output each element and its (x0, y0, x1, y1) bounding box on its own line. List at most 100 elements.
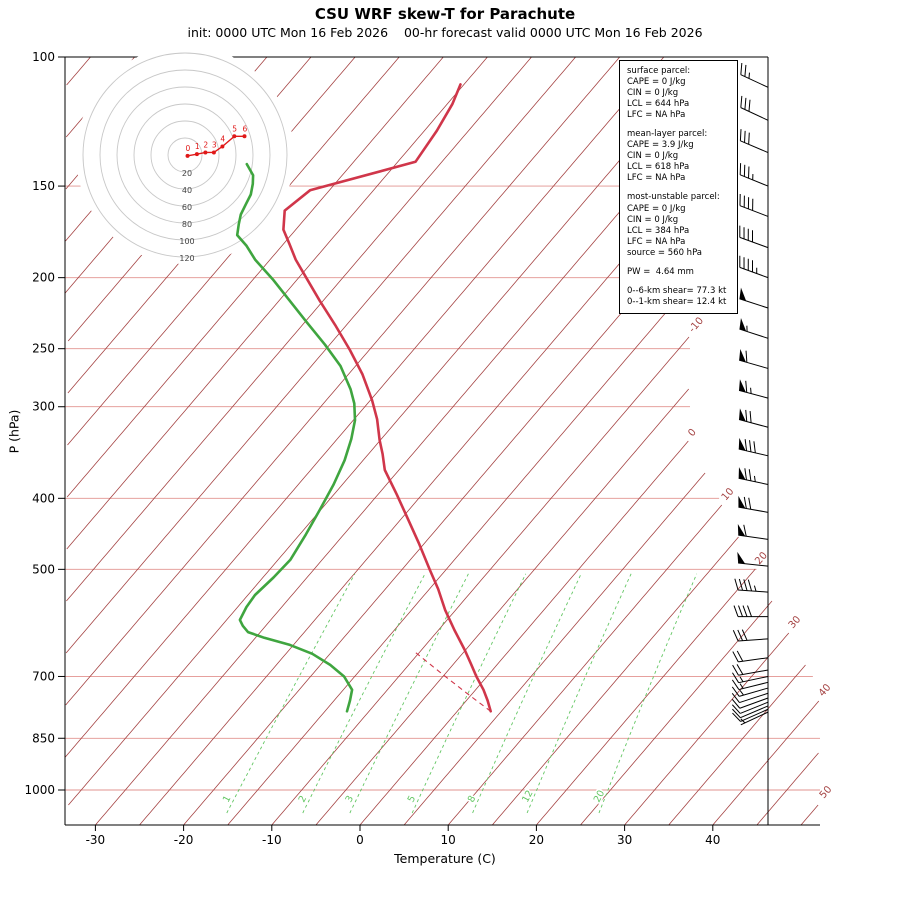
hodograph-point (232, 134, 237, 139)
hodograph-km-label: 3 (212, 140, 217, 149)
wind-barb-full (738, 578, 744, 591)
hodograph-ring-label: 60 (182, 203, 192, 212)
wind-barb (732, 672, 769, 684)
isotherm-line (756, 752, 819, 826)
pressure-tick-label: 850 (32, 731, 55, 745)
wind-barb-staff (739, 205, 769, 217)
wind-barb-full (737, 629, 744, 641)
isotherm-label: 30 (787, 614, 804, 631)
isotherm-line (183, 232, 691, 826)
wind-barb-full (731, 704, 741, 714)
isotherm-line (271, 336, 690, 826)
temperature-tick-label: 20 (529, 833, 544, 847)
wind-barb-staff (739, 236, 769, 249)
mixing-ratio-line (526, 573, 632, 814)
wind-barb-full (736, 664, 744, 675)
wind-barb-staff (738, 506, 769, 513)
wind-barb-half (739, 676, 744, 683)
wind-barb-half (740, 718, 746, 724)
wind-barb-staff (740, 74, 769, 88)
wind-barb-pennant (738, 437, 746, 451)
isotherm-line (624, 632, 790, 826)
isotherm-line (491, 536, 739, 826)
wind-barb (731, 692, 769, 704)
wind-barb-full (732, 712, 741, 722)
wind-barb-full (736, 650, 744, 662)
wind-barb (739, 349, 769, 369)
wind-barb-staff (738, 638, 769, 642)
wind-barb (734, 578, 769, 593)
wind-barbs (731, 62, 769, 726)
hodograph-ring (116, 86, 254, 224)
isotherm-line (403, 472, 706, 826)
parcel-info-line: CAPE = 3.9 J/kg (627, 140, 694, 151)
wind-barb (739, 193, 769, 217)
wind-barb (732, 664, 769, 676)
wind-barb-full (743, 496, 747, 509)
hodograph-km-label: 4 (220, 135, 225, 144)
wind-barb-pennant (739, 287, 747, 301)
parcel-info-line: surface parcel: (627, 66, 691, 76)
wind-barb-pennant (739, 408, 746, 422)
dewpoint-trace (235, 162, 357, 713)
wind-barb-full (741, 629, 748, 641)
isotherm-line (65, 56, 621, 706)
temperature-tick-label: 40 (705, 833, 720, 847)
wind-barb-staff (739, 701, 769, 714)
hodograph-km-label: 1 (195, 142, 200, 151)
wind-barb-pennant (738, 467, 746, 480)
mixing-ratio-line (226, 573, 356, 814)
hodograph-point (185, 153, 190, 158)
wind-barb-staff (738, 448, 769, 457)
hodograph-ring-label: 40 (182, 186, 192, 195)
isotherm-line (227, 284, 690, 826)
hodograph-ring (167, 137, 203, 173)
hodograph-background (76, 46, 294, 264)
wind-barb (731, 686, 769, 697)
pressure-tick-label: 1000 (24, 783, 55, 797)
wind-barb-staff (740, 705, 769, 719)
isotherm-label: -10 (687, 315, 706, 335)
x-axis-label: Temperature (C) (394, 851, 496, 866)
wind-barb-full (731, 686, 740, 697)
wind-barb-full (744, 130, 746, 143)
hodograph-km-label: 6 (243, 124, 248, 133)
hodograph-ring (99, 69, 271, 241)
wind-barb (738, 467, 769, 485)
temperature-tick-label: 0 (356, 833, 364, 847)
wind-barb (739, 287, 769, 309)
isotherm-label: 0 (686, 427, 698, 439)
isotherm-line (66, 56, 91, 86)
parcel-info-line: 0--1-km shear= 12.4 kt (627, 296, 727, 307)
isotherm-line (66, 56, 488, 550)
wind-barb-full (753, 441, 756, 453)
wind-barb-full (731, 698, 741, 709)
pressure-tick-label: 100 (32, 50, 55, 64)
chart-title: CSU WRF skew-T for Parachute (314, 5, 576, 23)
hodograph-point (211, 150, 216, 155)
parcel (412, 649, 492, 712)
parcel-info-box: surface parcel: CAPE = 0 J/kg CIN = 0 J/kg… (619, 60, 738, 314)
wind-barb-staff (739, 174, 769, 187)
mixing-ratio-line (302, 573, 426, 814)
parcel-info-line: LCL = 384 hPa (627, 225, 690, 236)
parcel-info-line: most-unstable parcel: (627, 192, 720, 203)
wind-barb-staff (740, 708, 769, 722)
wind-barb (738, 379, 769, 399)
wind-barb-pennant (739, 379, 746, 393)
wind-barb-staff (739, 692, 769, 704)
mixing-ratio-label: 8 (466, 794, 479, 805)
hodograph-ring (150, 120, 220, 190)
wind-barb-full (744, 439, 748, 451)
wind-barb-full (743, 524, 747, 537)
hodograph-ring-label: 80 (182, 220, 192, 229)
wind-barb-pennant (737, 523, 746, 537)
pressure-tick-label: 700 (32, 669, 55, 683)
hodograph-ring-label: 100 (179, 237, 194, 246)
wind-barb (738, 408, 769, 428)
pressure-tick-label: 500 (32, 562, 55, 576)
wind-barb-pennant (739, 349, 746, 363)
hodograph-ring (82, 52, 288, 258)
parcel-info-line: LCL = 644 hPa (627, 99, 690, 110)
